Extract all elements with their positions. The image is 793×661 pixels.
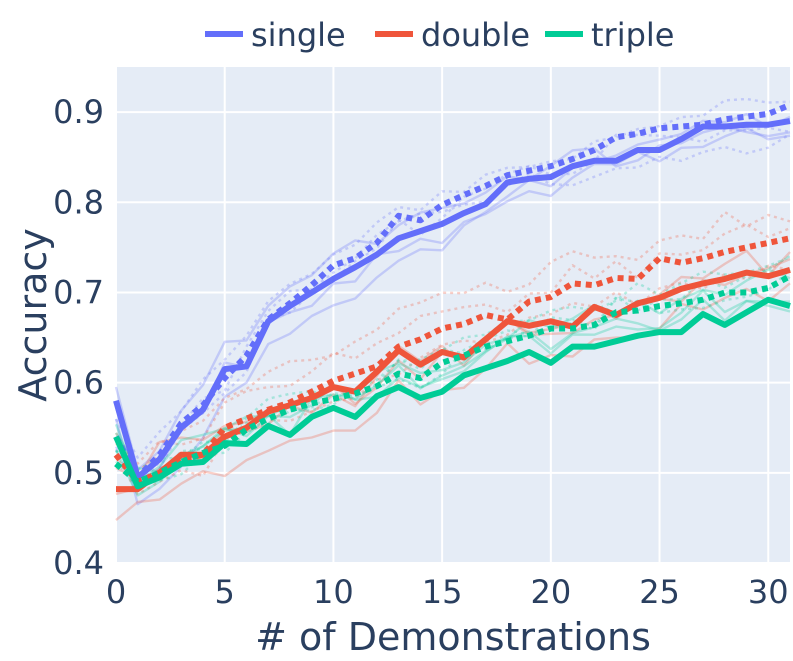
background-trace [115,282,791,522]
series-layer [113,102,792,493]
series-line-triple-dotted [114,273,792,485]
legend-label-triple: triple [591,16,674,54]
series-line-single-dotted [113,102,792,481]
series-line-double-solid [116,267,791,493]
series-line-double-dotted [113,235,791,485]
y-tick-label: 0.6 [53,364,104,402]
x-tick-label: 5 [215,573,235,611]
x-tick-label: 25 [639,573,680,611]
background-trace [114,264,791,496]
x-tick-label: 0 [106,573,126,611]
background-trace [114,112,791,506]
y-tick-label: 0.9 [53,93,104,131]
y-tick-label: 0.5 [53,454,104,492]
legend-label-double: double [421,16,530,54]
series-line-single-solid [113,118,791,481]
background-trace [114,97,791,459]
y-tick-label: 0.8 [53,183,104,221]
background-trace [114,133,791,486]
x-tick-label: 30 [748,573,789,611]
background-trace [114,126,791,492]
x-axis-title: # of Demonstrations [255,615,651,659]
background-trace [114,210,791,472]
plot-background [116,67,790,563]
legend-label-single: single [251,16,346,54]
background-trace [115,254,791,488]
x-axis-ticks: 0 5 10 15 20 25 30 [106,573,789,611]
x-tick-label: 15 [422,573,463,611]
legend: single double triple [205,16,674,54]
y-axis-ticks: 0.4 0.5 0.6 0.7 0.8 0.9 [53,93,104,582]
background-trace [114,126,791,483]
y-tick-label: 0.7 [53,273,104,311]
x-tick-label: 20 [530,573,571,611]
y-axis-title: Accuracy [11,228,55,402]
x-tick-label: 10 [313,573,354,611]
y-tick-label: 0.4 [53,544,104,582]
